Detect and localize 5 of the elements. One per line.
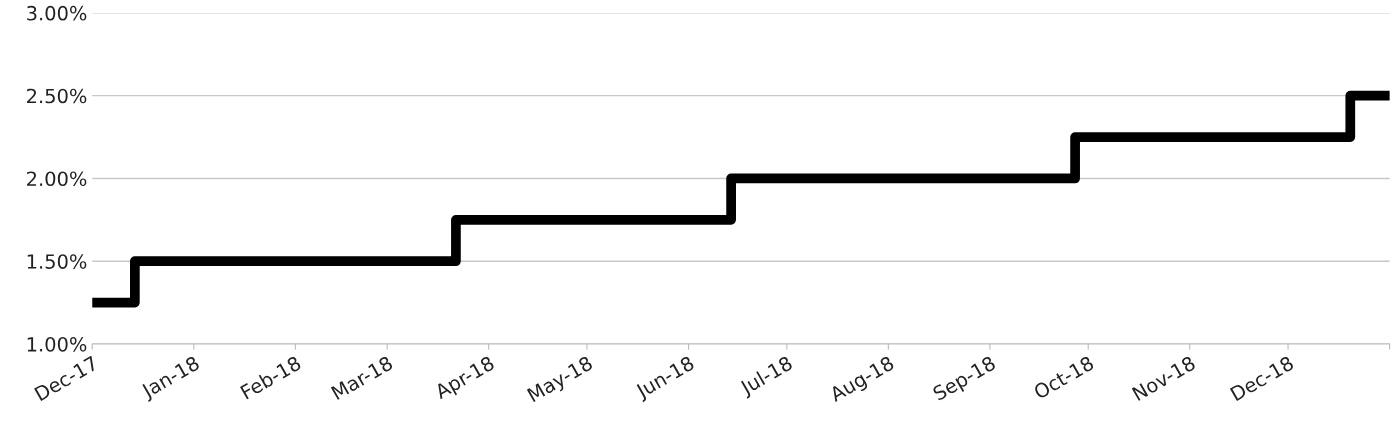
y-tick-label: 1.00%	[27, 336, 87, 352]
y-tick-label: 3.00%	[27, 5, 87, 21]
y-tick-label: 2.50%	[27, 88, 87, 104]
y-tick-label: 1.50%	[27, 254, 87, 269]
y-tick-label: 2.00%	[27, 171, 87, 187]
